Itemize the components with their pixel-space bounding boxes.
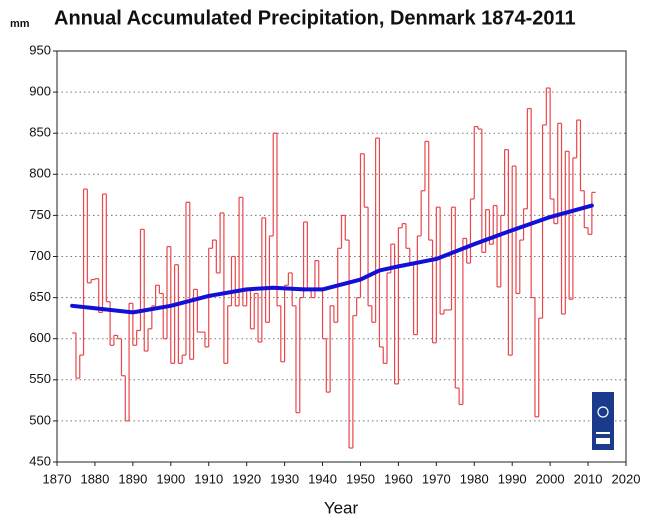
- x-tick-label: 2020: [612, 471, 641, 486]
- y-unit: mm: [10, 18, 30, 30]
- y-tick-label: 650: [29, 289, 51, 304]
- y-tick-label: 600: [29, 330, 51, 345]
- x-tick-label: 1880: [80, 471, 109, 486]
- y-tick-label: 550: [29, 371, 51, 386]
- y-tick-label: 750: [29, 207, 51, 222]
- x-axis-label: Year: [324, 498, 359, 517]
- y-tick-label: 450: [29, 453, 51, 468]
- x-tick-label: 1940: [308, 471, 337, 486]
- x-tick-label: 1960: [384, 471, 413, 486]
- y-tick-label: 500: [29, 412, 51, 427]
- logo-icon: [597, 406, 609, 418]
- y-tick-label: 700: [29, 248, 51, 263]
- x-tick-label: 1950: [346, 471, 375, 486]
- x-tick-label: 1870: [43, 471, 72, 486]
- x-tick-label: 1970: [422, 471, 451, 486]
- x-tick-label: 1980: [460, 471, 489, 486]
- x-tick-label: 1890: [118, 471, 147, 486]
- x-tick-label: 2010: [574, 471, 603, 486]
- x-tick-label: 1990: [498, 471, 527, 486]
- y-tick-label: 900: [29, 84, 51, 99]
- x-tick-label: 1920: [232, 471, 261, 486]
- x-tick-label: 1910: [194, 471, 223, 486]
- y-tick-label: 950: [29, 42, 51, 57]
- logo-line: [596, 438, 610, 444]
- y-tick-label: 800: [29, 166, 51, 181]
- x-tick-label: 2000: [536, 471, 565, 486]
- x-tick-label: 1900: [156, 471, 185, 486]
- y-tick-label: 850: [29, 125, 51, 140]
- logo-box: [592, 392, 614, 450]
- logo-line: [596, 432, 610, 434]
- x-tick-label: 1930: [270, 471, 299, 486]
- chart-title: Annual Accumulated Precipitation, Denmar…: [54, 7, 576, 29]
- dmi-logo: [592, 392, 614, 450]
- plot-frame: [56, 50, 627, 463]
- trend-line: [70, 203, 594, 315]
